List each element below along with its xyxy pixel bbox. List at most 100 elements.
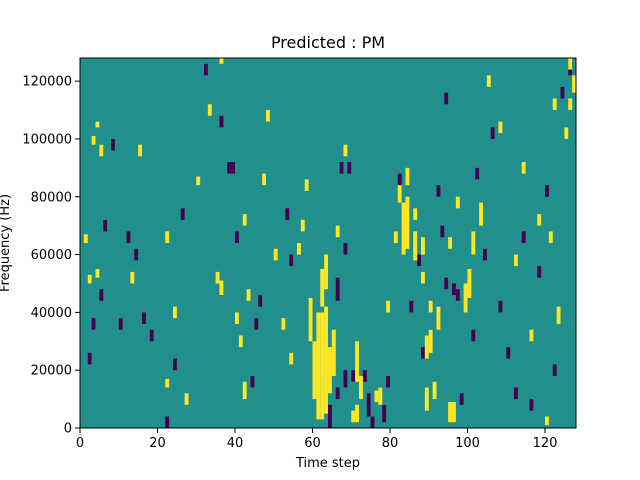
heatmap-cell-high-68: [335, 225, 340, 238]
heatmap-cell-low-46: [490, 127, 495, 139]
heatmap-cell-low-24: [173, 358, 177, 371]
y-tick-label: 40000: [31, 306, 72, 321]
y-tick-label: 20000: [31, 364, 72, 379]
heatmap-cell-high-51: [207, 104, 212, 116]
heatmap-cell-low-30: [118, 318, 123, 330]
heatmap-cell-low-1: [335, 387, 340, 400]
heatmap-cell-low-49: [514, 387, 518, 400]
heatmap-cell-low-26: [149, 329, 154, 342]
heatmap-cell-high-67: [304, 179, 309, 191]
heatmap-cell-high-18: [405, 196, 410, 249]
heatmap-cell-high-24: [428, 329, 433, 353]
heatmap-cell-low-58: [440, 225, 445, 238]
heatmap-cell-high-13: [374, 390, 379, 402]
heatmap-cell-high-3: [312, 341, 317, 400]
heatmap-cell-high-20: [405, 167, 410, 186]
heatmap-cell-high-52: [215, 271, 220, 284]
heatmap-cell-high-4: [328, 347, 332, 394]
x-tick-label: 40: [227, 436, 244, 451]
heatmap-cell-high-21: [413, 231, 418, 261]
heatmap-cell-high-53: [219, 280, 224, 296]
heatmap-cell-high-54: [219, 58, 224, 64]
heatmap-cell-low-44: [475, 167, 480, 180]
heatmap-cell-high-29: [467, 269, 472, 298]
heatmap-cell-low-27: [142, 312, 146, 324]
heatmap-cell-low-55: [560, 86, 565, 99]
y-tick-label: 100000: [22, 132, 72, 147]
heatmap-cell-high-19: [397, 185, 402, 203]
x-tick-label: 60: [304, 436, 321, 451]
heatmap-cell-high-57: [242, 214, 247, 226]
heatmap-cell-high-62: [273, 248, 278, 261]
y-tick-label: 80000: [31, 190, 72, 205]
heatmap-cell-high-48: [165, 378, 170, 388]
heatmap-cell-high-11: [355, 404, 359, 423]
heatmap-cell-high-37: [568, 58, 573, 70]
x-axis: 0 20 40 60 80 100 120: [76, 428, 557, 451]
heatmap-cell-high-64: [289, 352, 294, 365]
heatmap-cell-high-83: [548, 231, 553, 243]
heatmap-cell-low-9: [335, 277, 340, 301]
heatmap-cell-high-70: [386, 300, 390, 313]
y-tick-label: 0: [64, 422, 72, 437]
heatmap-cell-low-45: [483, 248, 487, 261]
heatmap-cell-high-12: [351, 410, 356, 423]
heatmap-cells: [83, 58, 576, 428]
heatmap-cell-high-7: [320, 269, 325, 307]
heatmap-cell-high-75: [448, 237, 452, 249]
heatmap-cell-high-25: [424, 387, 429, 411]
heatmap-cell-high-47: [173, 306, 177, 319]
heatmap-cell-high-38: [95, 121, 100, 128]
heatmap-cell-high-5: [308, 297, 313, 342]
heatmap-cell-high-10: [359, 375, 363, 400]
heatmap-cell-high-76: [455, 196, 460, 209]
heatmap-cell-high-33: [556, 306, 561, 324]
heatmap-cell-low-20: [235, 231, 239, 243]
heatmap-cell-high-80: [521, 162, 526, 174]
heatmap-cell-low-5: [366, 393, 371, 417]
heatmap-cell-high-46: [165, 231, 170, 243]
heatmap-cell-low-59: [444, 92, 449, 105]
heatmap-cell-low-37: [409, 300, 414, 313]
heatmap-cell-high-63: [281, 318, 286, 330]
heatmap-cell-high-81: [529, 329, 534, 342]
heatmap-cell-high-84: [552, 98, 557, 111]
heatmap-cell-high-56: [238, 335, 243, 348]
heatmap-cell-high-30: [471, 231, 476, 255]
y-axis-label: Frequency (Hz): [0, 194, 13, 292]
heatmap-cell-low-39: [421, 347, 425, 359]
heatmap-cell-low-11: [339, 162, 344, 174]
heatmap-cell-high-35: [568, 98, 573, 111]
heatmap-cell-low-41: [455, 289, 460, 301]
heatmap-cell-low-4: [362, 370, 367, 382]
heatmap-cell-high-65: [297, 243, 301, 255]
heatmap-cell-low-25: [165, 416, 170, 428]
heatmap-cell-low-21: [219, 115, 224, 128]
x-tick-label: 0: [76, 436, 84, 451]
y-tick-label: 120000: [22, 75, 72, 90]
heatmap-cell-high-17: [401, 202, 406, 255]
heatmap-cell-low-22: [204, 63, 208, 76]
y-axis: 0 20000 40000 60000 80000 100000 120000: [22, 75, 80, 437]
heatmap-cell-high-43: [87, 274, 92, 284]
heatmap-cell-high-27: [436, 306, 441, 330]
heatmap-cell-high-28: [463, 283, 468, 313]
plot-area: [79, 57, 577, 429]
heatmap-cell-low-43: [471, 329, 476, 342]
heatmap-cell-high-78: [498, 121, 503, 134]
heatmap-cell-high-32: [545, 416, 549, 426]
heatmap-cell-high-61: [266, 110, 270, 122]
heatmap-cell-low-12: [347, 162, 352, 174]
heatmap-cell-high-50: [196, 176, 201, 186]
heatmap-cell-low-31: [111, 138, 115, 151]
heatmap-cell-low-29: [126, 231, 131, 243]
heatmap-cell-high-49: [184, 393, 189, 405]
heatmap-cell-low-52: [537, 266, 542, 278]
heatmap-cell-high-42: [83, 234, 88, 243]
heatmap-cell-low-19: [231, 162, 235, 174]
heatmap-cell-high-9: [355, 341, 359, 382]
heatmap-cell-high-14: [378, 387, 383, 405]
heatmap-cell-low-18: [227, 162, 232, 174]
heatmap-cell-high-55: [235, 312, 239, 324]
heatmap-cell-low-47: [498, 300, 503, 313]
